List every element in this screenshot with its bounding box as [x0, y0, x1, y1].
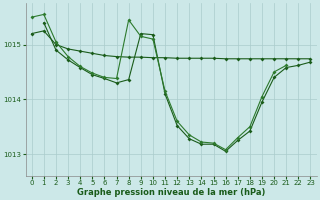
X-axis label: Graphe pression niveau de la mer (hPa): Graphe pression niveau de la mer (hPa) [77, 188, 265, 197]
